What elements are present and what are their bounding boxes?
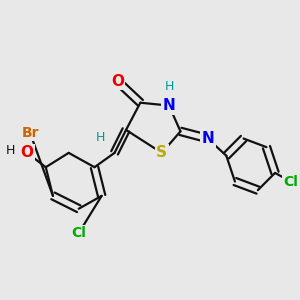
Text: H: H [95, 130, 105, 144]
Text: H: H [5, 143, 15, 157]
Text: Br: Br [21, 126, 39, 140]
Text: H: H [164, 80, 174, 93]
Text: S: S [156, 146, 167, 160]
Text: N: N [201, 131, 214, 146]
Text: H: H [164, 80, 174, 93]
Text: O: O [21, 146, 34, 160]
Text: Cl: Cl [71, 226, 86, 240]
Text: H: H [95, 130, 105, 144]
Text: N: N [163, 98, 176, 113]
Text: Cl: Cl [284, 175, 298, 188]
Text: O: O [111, 74, 124, 89]
